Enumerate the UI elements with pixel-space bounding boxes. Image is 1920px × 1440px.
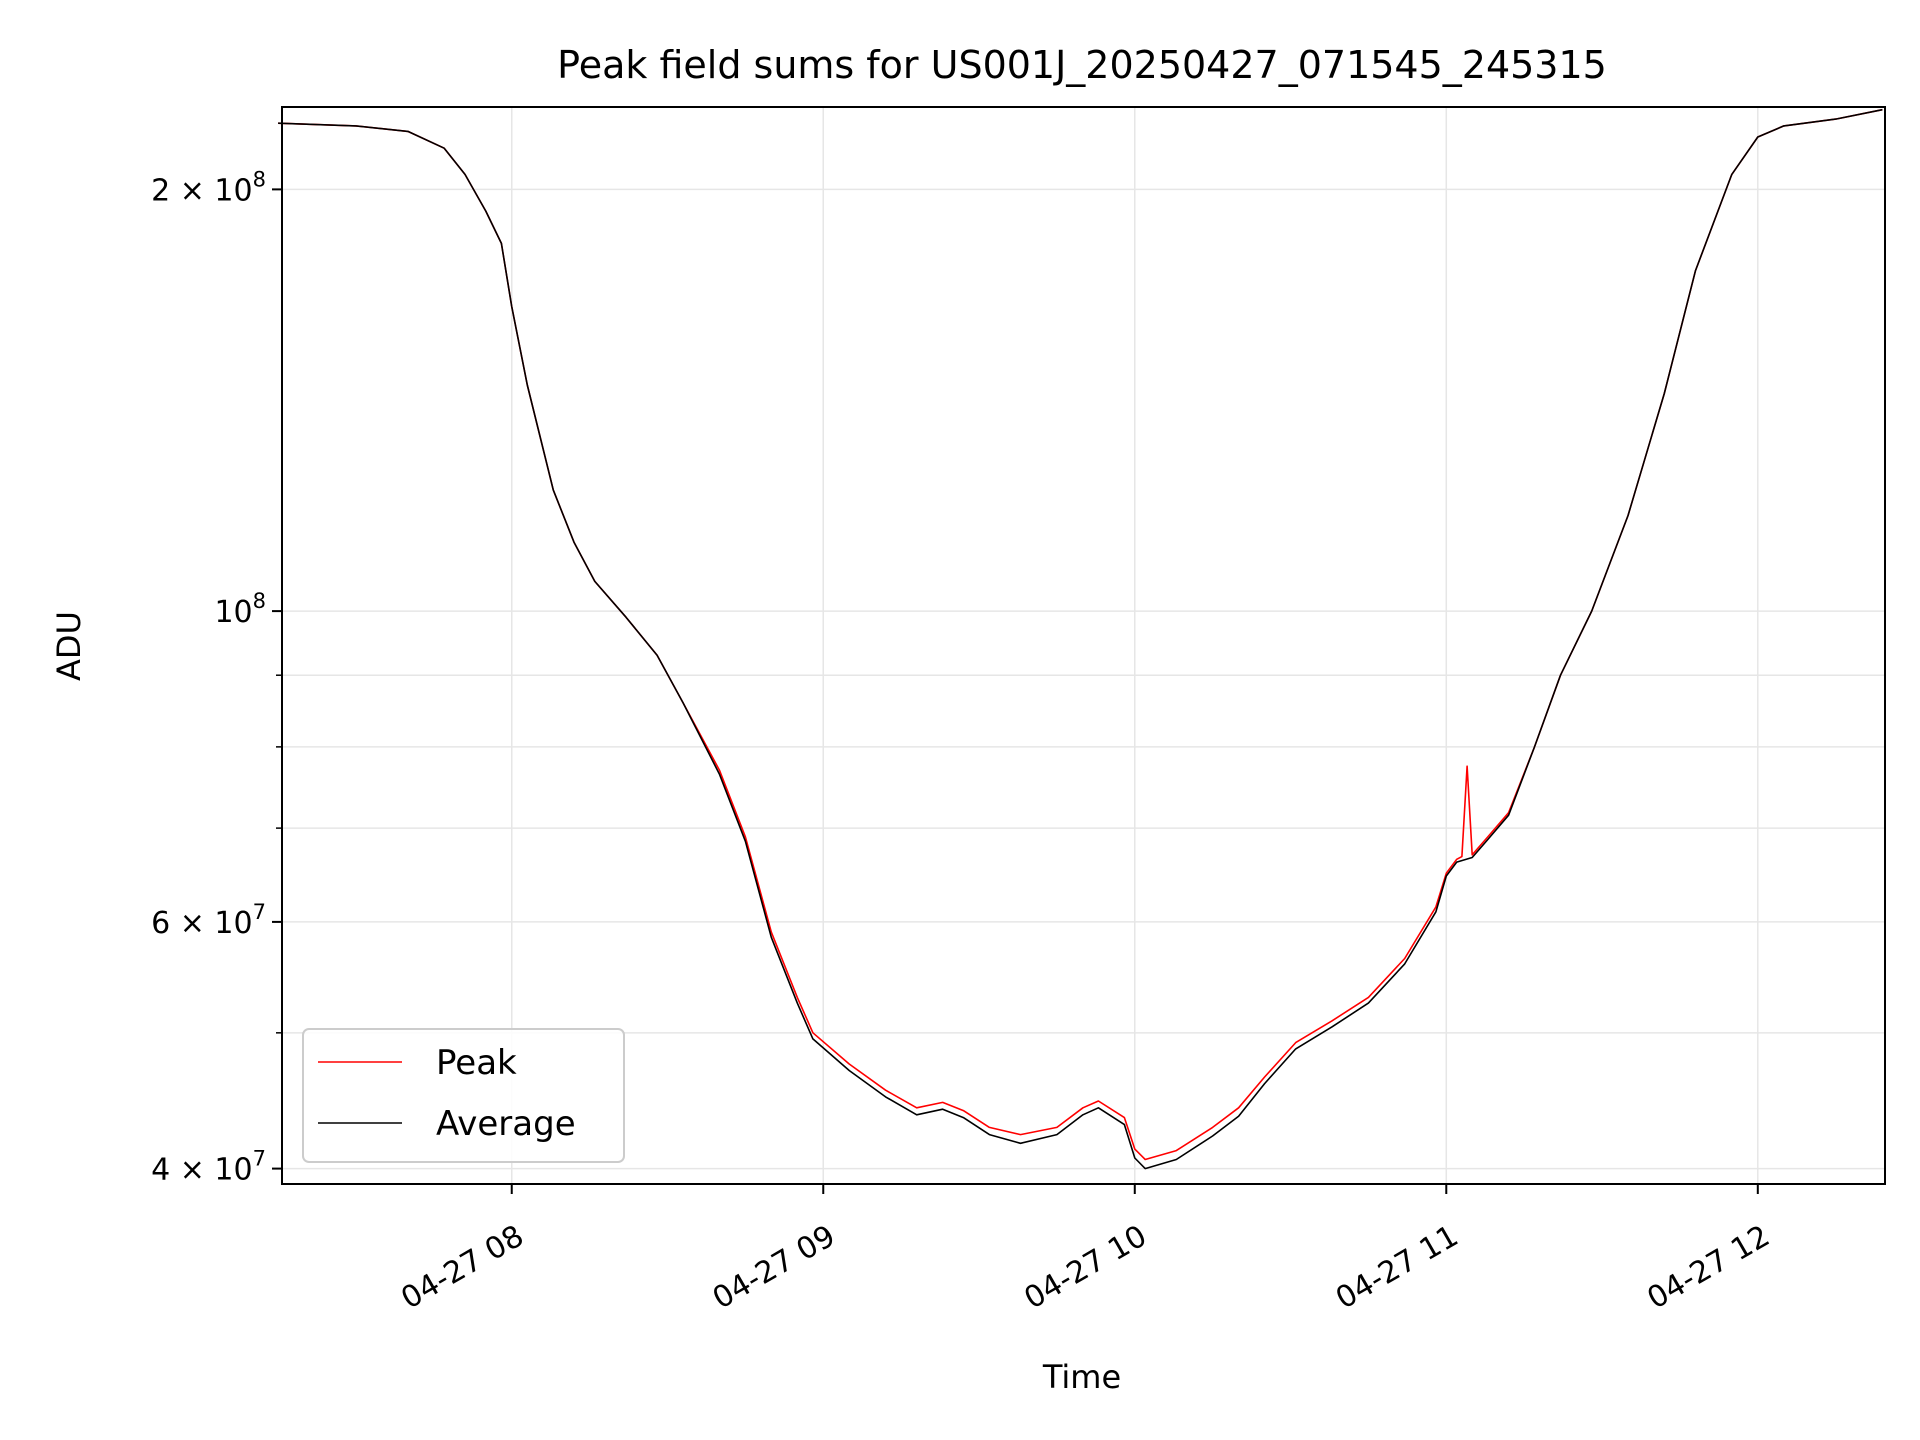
legend-label-average: Average xyxy=(436,1104,576,1144)
y-tick-label: 2 × 108 xyxy=(151,167,266,208)
chart-title: Peak field sums for US001J_20250427_0715… xyxy=(557,43,1607,87)
y-tick-label: 4 × 107 xyxy=(151,1147,266,1188)
legend: Peak Average xyxy=(302,1028,625,1163)
y-tick-label: 108 xyxy=(214,589,266,630)
y-axis-label: ADU xyxy=(50,611,88,681)
plot-frame xyxy=(281,106,1886,1185)
x-axis-label: Time xyxy=(1042,1358,1121,1396)
series-layer xyxy=(278,108,1883,1170)
legend-label-peak: Peak xyxy=(436,1043,517,1083)
series-line-average xyxy=(278,108,1883,1170)
y-axis-ticks: 4 × 107 6 × 107 108 2 × 108 xyxy=(151,167,282,1188)
y-tick-label: 6 × 107 xyxy=(151,900,266,941)
grid xyxy=(282,107,1885,1184)
